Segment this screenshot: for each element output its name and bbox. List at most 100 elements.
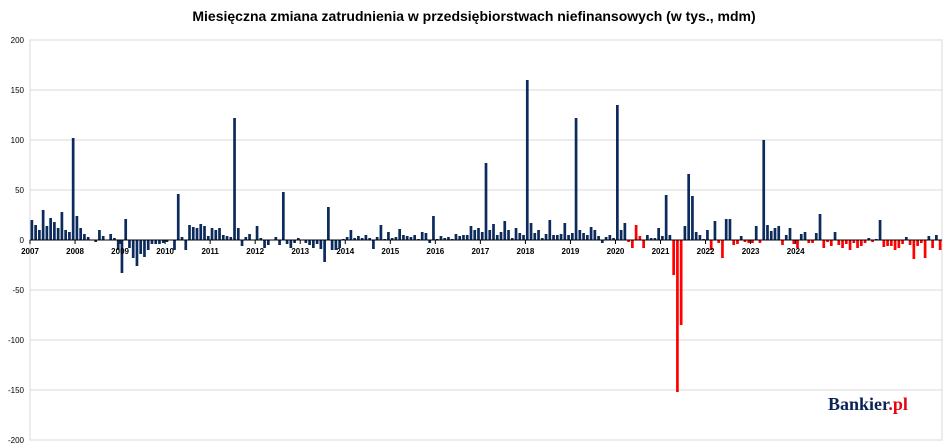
bar: [439, 236, 443, 240]
x-tick-label: 2022: [697, 247, 715, 256]
x-tick-label: 2011: [201, 247, 219, 256]
bar: [646, 235, 649, 240]
x-tick-label: 2015: [381, 247, 399, 256]
bar: [191, 227, 195, 240]
y-tick-label: 200: [11, 36, 25, 45]
x-tick-label: 2020: [607, 247, 625, 256]
bar: [781, 240, 784, 245]
bar: [188, 225, 191, 240]
bar: [465, 235, 469, 240]
bar: [101, 236, 105, 240]
bars: [30, 80, 942, 392]
bar: [747, 240, 751, 243]
bar: [578, 230, 582, 240]
bar: [901, 240, 904, 244]
bar: [75, 216, 79, 240]
bar: [462, 235, 465, 240]
x-tick-label: 2023: [742, 247, 760, 256]
logo-text: Bankier: [828, 394, 889, 414]
bar: [60, 212, 64, 240]
bar: [619, 230, 623, 240]
bar: [920, 240, 923, 243]
bar: [908, 240, 912, 245]
bar: [931, 240, 934, 248]
bar: [372, 240, 375, 249]
bar: [548, 220, 552, 240]
bar: [390, 238, 394, 240]
bar: [221, 235, 225, 240]
bar: [777, 226, 781, 240]
bar: [664, 195, 668, 240]
bar: [938, 240, 942, 250]
x-tick-label: 2007: [21, 247, 39, 256]
bar: [859, 240, 863, 246]
bar: [826, 240, 829, 242]
x-tick-label: 2010: [156, 247, 174, 256]
bar: [559, 234, 563, 240]
bar: [736, 240, 739, 244]
bar: [739, 236, 743, 240]
bar: [871, 240, 874, 242]
bar: [83, 234, 86, 240]
x-tick-label: 2014: [336, 247, 354, 256]
bar: [822, 240, 826, 248]
bar: [64, 230, 67, 240]
bar: [158, 240, 161, 244]
bar: [848, 240, 852, 250]
bar: [525, 80, 529, 240]
bar: [728, 219, 732, 240]
bar: [773, 228, 777, 240]
y-tick-label: 100: [11, 136, 25, 145]
bar: [225, 236, 229, 240]
bar: [124, 219, 128, 240]
bar: [807, 240, 811, 243]
bar: [139, 240, 143, 254]
bar: [173, 240, 176, 250]
bar: [709, 240, 713, 250]
bar: [319, 240, 323, 249]
bar: [473, 230, 477, 240]
bar: [721, 240, 724, 258]
bar: [634, 225, 638, 240]
bar: [312, 240, 315, 248]
x-tick-label: 2017: [471, 247, 489, 256]
bar: [672, 240, 675, 275]
bar: [180, 237, 184, 240]
bar: [829, 240, 833, 246]
bar: [754, 226, 758, 240]
bar: [447, 237, 450, 240]
bar: [236, 228, 240, 240]
bar: [304, 240, 308, 243]
bar: [691, 196, 694, 240]
bar: [893, 240, 897, 250]
bar: [837, 240, 841, 245]
bar: [503, 221, 507, 240]
bar: [570, 233, 574, 240]
bar: [555, 235, 559, 240]
bar: [109, 234, 113, 240]
bar: [769, 231, 773, 240]
bar: [229, 237, 233, 240]
bar: [195, 228, 199, 240]
bar: [409, 237, 413, 240]
x-axis: 2007 2008 2009 2010 2011 2012 2013 2014 2015 2016…: [21, 240, 805, 256]
bar: [668, 235, 672, 240]
x-tick-label: 2024: [787, 247, 805, 256]
bar: [616, 105, 619, 240]
bar: [154, 240, 158, 244]
bar: [631, 240, 634, 248]
bar: [912, 240, 916, 259]
x-tick-label: 2012: [246, 247, 264, 256]
bar: [79, 228, 83, 240]
bar: [135, 240, 139, 266]
bar: [49, 218, 52, 240]
bar: [424, 233, 428, 240]
x-tick-label: 2018: [517, 247, 535, 256]
bar: [627, 240, 630, 242]
bar: [582, 233, 585, 240]
bar: [413, 235, 417, 240]
y-tick-label: -200: [8, 436, 25, 445]
bar: [897, 240, 901, 248]
bar: [428, 240, 432, 243]
bar: [128, 240, 131, 248]
